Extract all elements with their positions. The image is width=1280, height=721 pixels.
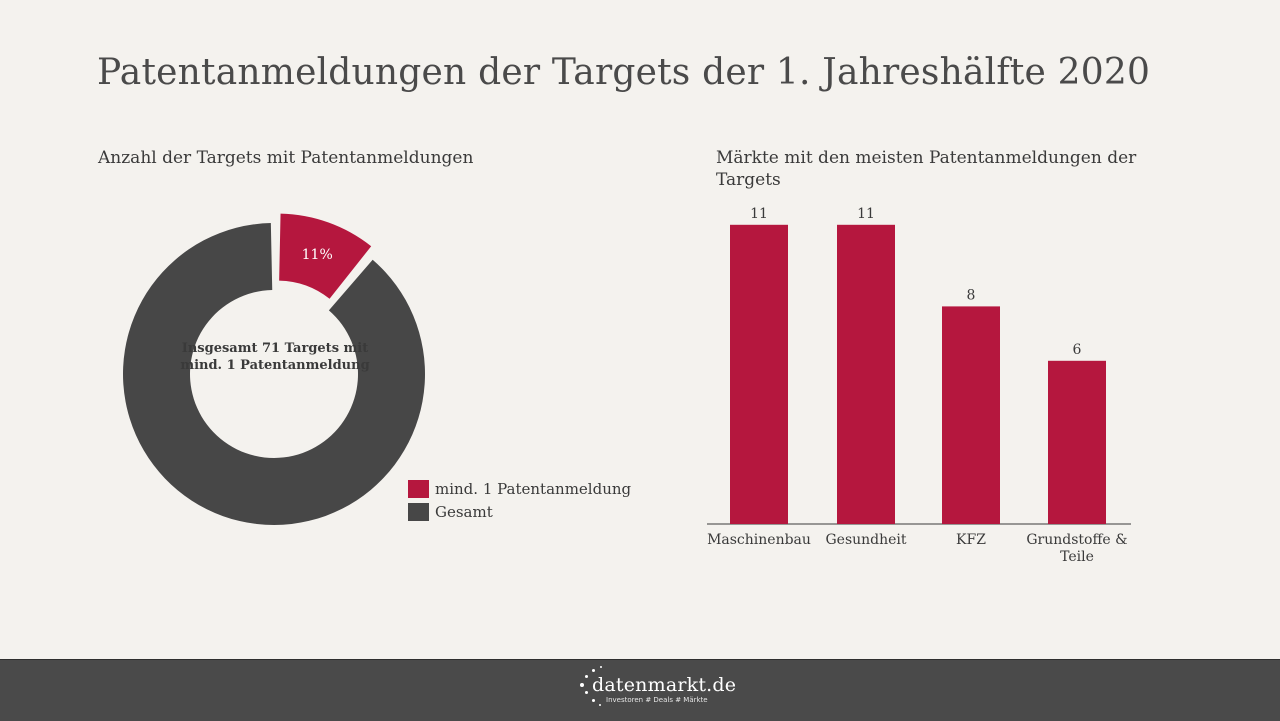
legend-swatch-patent [408, 479, 429, 498]
donut-slice-patent [279, 213, 372, 299]
datenmarkt-logo[interactable]: datenmarkt.de Investoren # Deals # Märkt… [578, 666, 736, 712]
logo-dot [600, 666, 602, 668]
bar-value-label: 11 [857, 206, 875, 222]
legend-label-gesamt: Gesamt [435, 502, 493, 521]
legend-item-gesamt: Gesamt [408, 500, 631, 523]
logo-text: datenmarkt.de [592, 674, 737, 696]
bar-2 [942, 306, 1000, 524]
logo-dot [592, 699, 595, 702]
donut-center-label: Insgesamt 71 Targets mit mind. 1 Patenta… [180, 341, 370, 373]
bar-chart-subtitle: Märkte mit den meisten Patentanmeldungen… [716, 148, 1137, 190]
logo-dot [580, 683, 584, 687]
logo-dot [585, 675, 588, 678]
bar-category-label: Gesundheit [825, 532, 906, 548]
bar-value-label: 6 [1073, 342, 1082, 358]
bar-value-label: 11 [750, 206, 768, 222]
bar-category-label: Maschinenbau [707, 532, 811, 548]
donut-slice-label: 11% [302, 247, 333, 263]
donut-chart-subtitle: Anzahl der Targets mit Patentanmeldungen [98, 148, 474, 168]
footer-bar [0, 659, 1280, 721]
legend-swatch-gesamt [408, 502, 429, 521]
bar-0 [730, 224, 788, 525]
bar-category-label: Grundstoffe & [1026, 532, 1127, 548]
page-title: Patentanmeldungen der Targets der 1. Jah… [97, 52, 1151, 93]
logo-dot [585, 691, 588, 694]
legend-item-patent: mind. 1 Patentanmeldung [408, 477, 631, 500]
donut-slice-gesamt [122, 223, 425, 525]
logo-tagline: Investoren # Deals # Märkte [606, 696, 708, 704]
bar-1 [837, 224, 895, 525]
legend-label-patent: mind. 1 Patentanmeldung [435, 479, 632, 498]
bar-value-label: 8 [967, 287, 976, 303]
logo-dot [599, 704, 601, 706]
donut-legend: mind. 1 Patentanmeldung Gesamt [408, 477, 631, 523]
logo-dot [592, 669, 595, 672]
bar-3 [1048, 360, 1106, 524]
bar-category-label: KFZ [956, 532, 986, 548]
bar-category-label: Teile [1060, 549, 1094, 565]
